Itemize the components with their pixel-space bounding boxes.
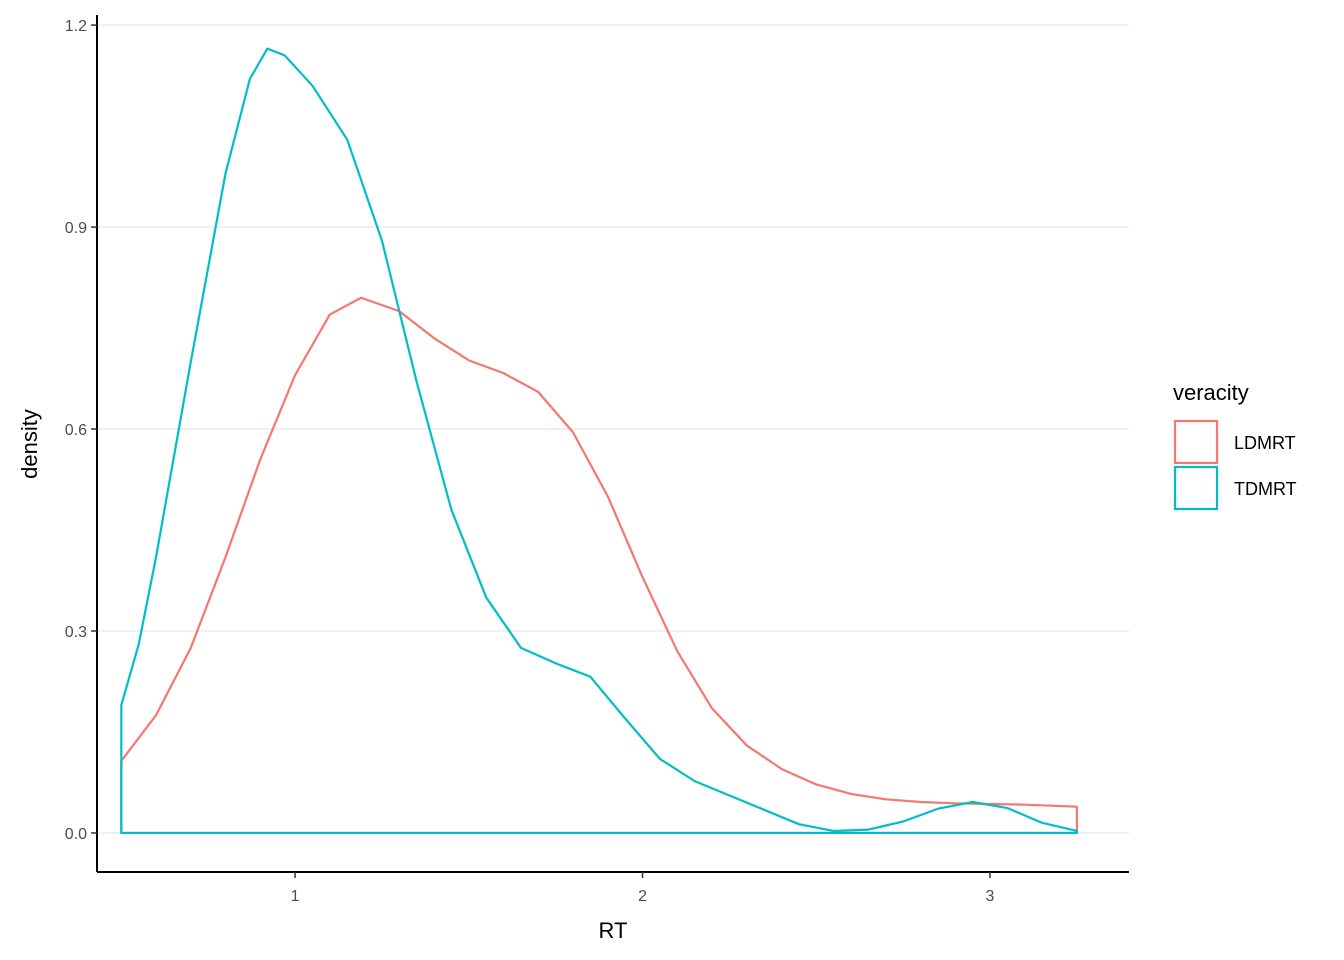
x-tick-label-2: 3 [986, 888, 995, 905]
x-axis-title: RT [599, 918, 628, 943]
legend-title: veracity [1173, 380, 1249, 405]
density-curve-tdmrt [120, 47, 1078, 835]
density-curve-ldmrt [120, 296, 1078, 835]
axes [96, 15, 1129, 873]
y-tick-label-0: 0.0 [65, 826, 87, 843]
legend-key-ldmrt [1173, 419, 1219, 465]
y-tick-label-1: 0.3 [65, 624, 87, 641]
legend-label-tdmrt: TDMRT [1234, 479, 1297, 499]
density-curves [120, 47, 1078, 835]
x-tick-label-0: 1 [291, 888, 300, 905]
y-tick-label-4: 1.2 [65, 18, 87, 35]
legend-key-tdmrt [1173, 465, 1219, 511]
legend: veracity LDMRT TDMRT [1173, 380, 1297, 511]
y-axis-title: density [17, 409, 42, 479]
y-tick-label-2: 0.6 [65, 422, 87, 439]
tick-marks: 0.0 0.3 0.6 0.9 1.2 1 2 3 [65, 18, 995, 905]
legend-label-ldmrt: LDMRT [1234, 433, 1296, 453]
y-tick-label-3: 0.9 [65, 220, 87, 237]
x-tick-label-1: 2 [638, 888, 647, 905]
